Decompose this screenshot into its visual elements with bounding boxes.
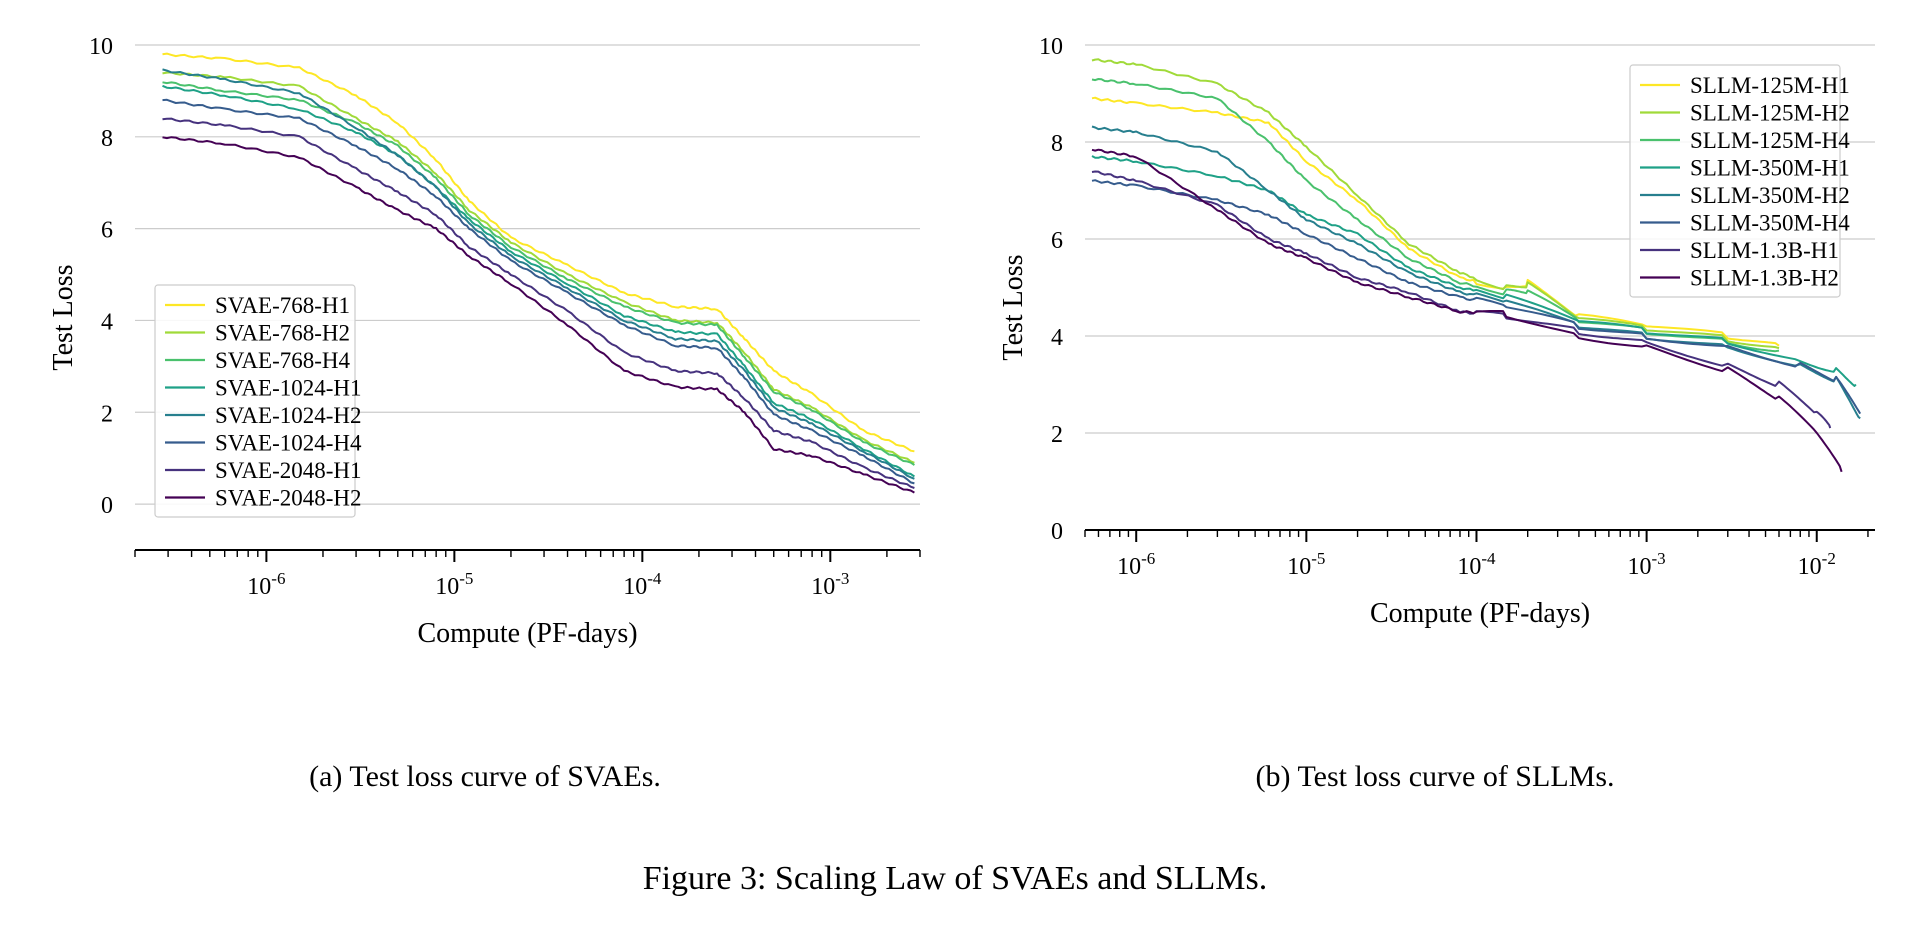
legend-label-b-0: SLLM-125M-H1 bbox=[1690, 73, 1850, 98]
legend-label-b-4: SLLM-350M-H2 bbox=[1690, 183, 1850, 208]
xtick-label-b-3: 10-3 bbox=[1628, 549, 1666, 580]
series-line-b-1 bbox=[1091, 58, 1780, 350]
series-line-b-0 bbox=[1091, 96, 1780, 347]
xtick-label-b-4: 10-2 bbox=[1798, 549, 1836, 580]
ytick-label-a-0: 0 bbox=[101, 493, 113, 519]
panel-b: 0 2 4 6 8 10 10-6 10-5 10-4 10-3 10-2 Compute (PF-d… bbox=[970, 30, 1900, 800]
caption-a-label: (a) bbox=[309, 760, 343, 793]
ytick-label-a-1: 2 bbox=[101, 401, 113, 427]
legend-label-a-4: SVAE-1024-H2 bbox=[215, 403, 362, 428]
ytick-label-a-3: 6 bbox=[101, 218, 113, 244]
series-line-a-6 bbox=[162, 117, 915, 489]
legend-label-b-6: SLLM-1.3B-H1 bbox=[1690, 238, 1839, 263]
xtick-label-b-2: 10-4 bbox=[1457, 549, 1496, 580]
caption-a-text: Test loss curve of SVAEs. bbox=[349, 760, 661, 793]
legend-a bbox=[154, 284, 356, 518]
panel-a: 0 2 4 6 8 10 10-6 10-5 10-4 10-3 Compute (PF-days)… bbox=[20, 30, 950, 800]
ytick-label-b-4: 8 bbox=[1051, 131, 1063, 157]
xtick-label-a-2: 10-4 bbox=[623, 569, 662, 600]
xlabel-b: Compute (PF-days) bbox=[1370, 598, 1590, 629]
legend-label-a-6: SVAE-2048-H1 bbox=[215, 458, 362, 483]
legend-label-b-2: SLLM-125M-H4 bbox=[1690, 128, 1850, 153]
ylabel-a: Test Loss bbox=[48, 264, 79, 370]
series-line-a-3 bbox=[162, 84, 915, 478]
xtick-label-b-1: 10-5 bbox=[1287, 549, 1325, 580]
ylabel-b: Test Loss bbox=[998, 254, 1029, 360]
ytick-label-b-2: 4 bbox=[1051, 325, 1063, 351]
ytick-label-b-0: 0 bbox=[1051, 519, 1063, 545]
series-line-b-7 bbox=[1091, 148, 1843, 473]
legend-label-a-2: SVAE-768-H4 bbox=[215, 348, 351, 373]
legend-label-a-3: SVAE-1024-H1 bbox=[215, 376, 362, 401]
caption-a: (a) Test loss curve of SVAEs. bbox=[20, 760, 950, 794]
series-line-a-5 bbox=[162, 98, 915, 485]
figure-caption: Figure 3: Scaling Law of SVAEs and SLLMs… bbox=[642, 860, 1268, 897]
series-line-b-3 bbox=[1091, 155, 1857, 387]
legend-b bbox=[1629, 64, 1841, 298]
ytick-label-b-3: 6 bbox=[1051, 228, 1063, 254]
legend-label-b-1: SLLM-125M-H2 bbox=[1690, 101, 1850, 126]
ytick-label-b-1: 2 bbox=[1051, 422, 1063, 448]
caption-b-text: Test loss curve of SLLMs. bbox=[1297, 760, 1615, 793]
ytick-label-b-5: 10 bbox=[1039, 34, 1063, 60]
series-line-a-7 bbox=[162, 136, 915, 494]
legend-label-a-0: SVAE-768-H1 bbox=[215, 293, 350, 318]
legend-label-b-5: SLLM-350M-H4 bbox=[1690, 211, 1850, 236]
ytick-label-a-2: 4 bbox=[101, 309, 113, 335]
legend-label-b-7: SLLM-1.3B-H2 bbox=[1690, 266, 1839, 291]
chart-a: 0 2 4 6 8 10 10-6 10-5 10-4 10-3 Compute (PF-days)… bbox=[48, 34, 921, 649]
series-line-b-5 bbox=[1091, 179, 1862, 415]
xlabel-a: Compute (PF-days) bbox=[417, 618, 637, 649]
caption-b-label: (b) bbox=[1255, 760, 1291, 793]
xtick-label-a-0: 10-6 bbox=[247, 569, 285, 600]
series-line-a-4 bbox=[162, 68, 915, 480]
xtick-label-a-3: 10-3 bbox=[811, 569, 849, 600]
ytick-label-a-4: 8 bbox=[101, 126, 113, 152]
xtick-label-a-1: 10-5 bbox=[435, 569, 473, 600]
legend-label-b-3: SLLM-350M-H1 bbox=[1690, 156, 1850, 181]
ytick-label-a-5: 10 bbox=[89, 34, 113, 60]
series-line-a-0 bbox=[162, 52, 915, 453]
legend-label-a-1: SVAE-768-H2 bbox=[215, 321, 350, 346]
xtick-label-b-0: 10-6 bbox=[1117, 549, 1155, 580]
legend-label-a-5: SVAE-1024-H4 bbox=[215, 431, 362, 456]
series-line-a-1 bbox=[162, 71, 915, 464]
chart-b: 0 2 4 6 8 10 10-6 10-5 10-4 10-3 10-2 Compute (PF-d… bbox=[998, 34, 1875, 629]
caption-b: (b) Test loss curve of SLLMs. bbox=[970, 760, 1900, 794]
series-line-a-2 bbox=[162, 81, 915, 466]
legend-label-a-7: SVAE-2048-H2 bbox=[215, 486, 362, 511]
